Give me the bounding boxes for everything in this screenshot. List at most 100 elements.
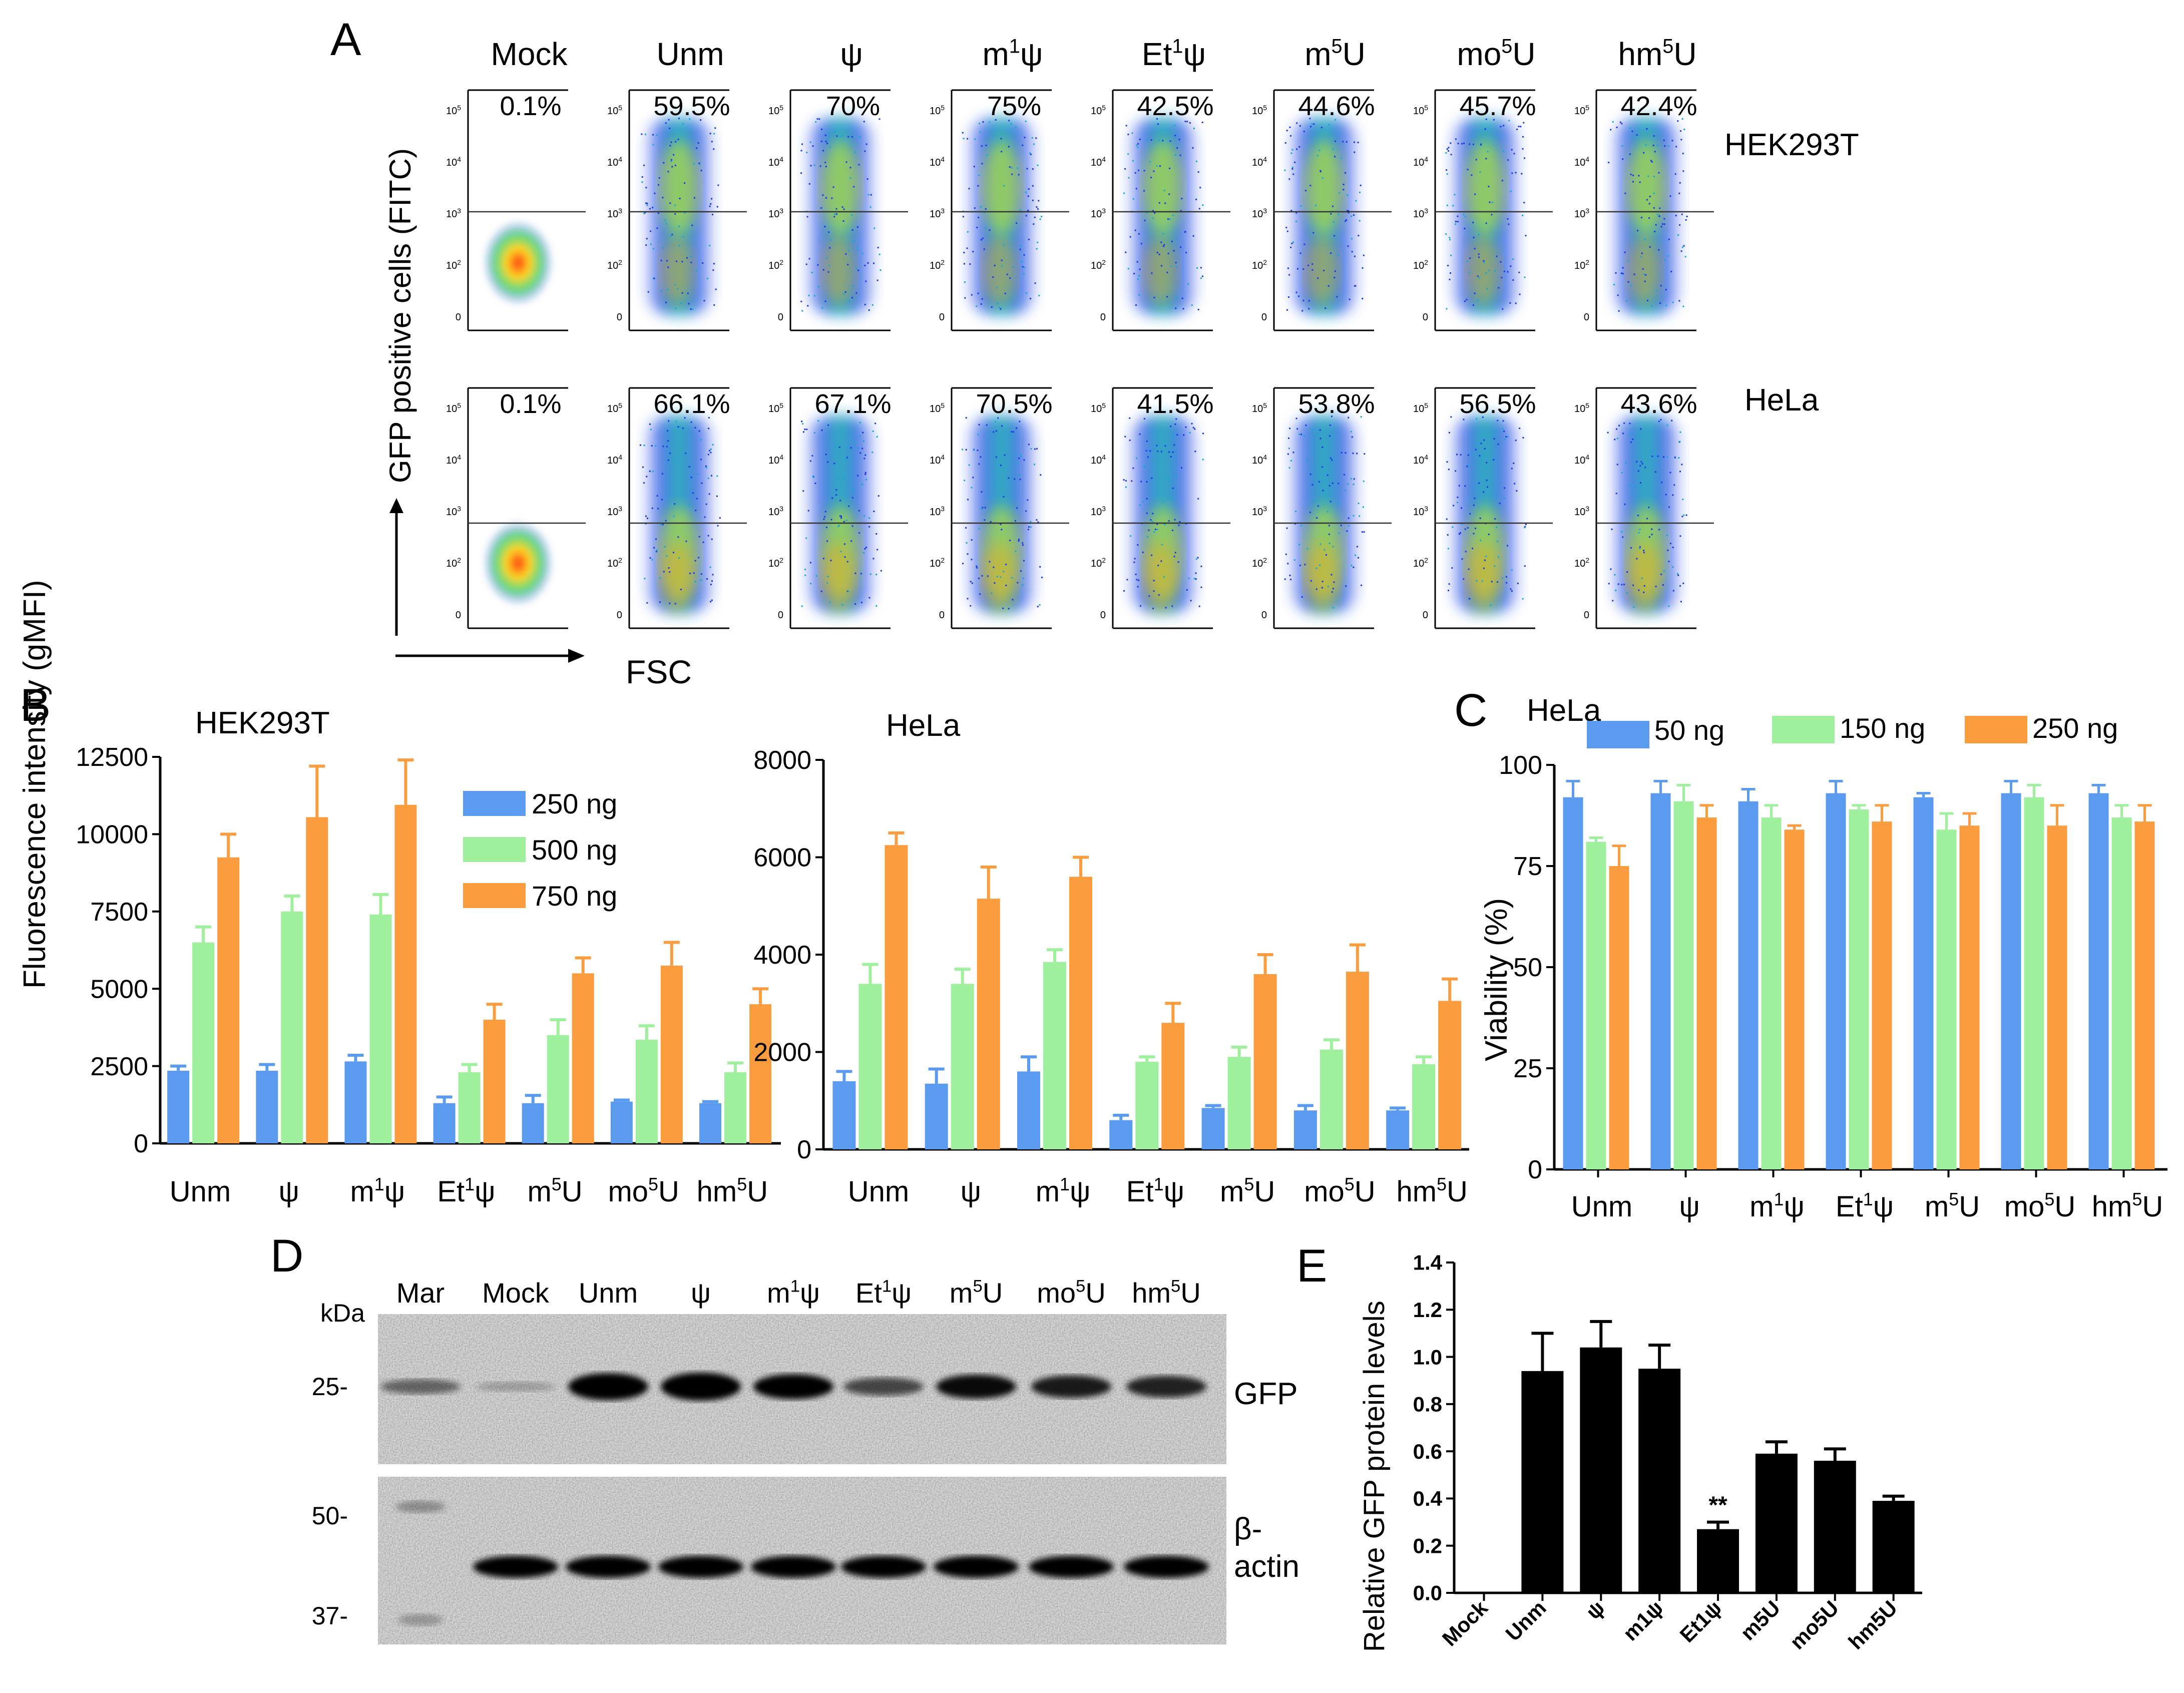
flow-gate-percent: 53.8% xyxy=(1298,389,1375,419)
flow-event-dot xyxy=(1475,417,1477,419)
flow-event-dot xyxy=(710,584,712,586)
flow-event-dot xyxy=(826,143,828,145)
flow-event-dot xyxy=(1617,583,1619,585)
flow-event-dot xyxy=(974,138,976,140)
flow-event-dot xyxy=(973,449,975,451)
bar xyxy=(1109,1120,1133,1149)
flow-event-dot xyxy=(976,227,978,229)
flow-event-dot xyxy=(1175,458,1177,460)
flow-event-dot xyxy=(710,203,712,205)
flow-event-dot xyxy=(1476,580,1478,582)
flow-event-dot xyxy=(1655,224,1657,226)
flow-event-dot xyxy=(1130,535,1132,537)
flow-event-dot xyxy=(1327,585,1329,587)
flow-event-dot xyxy=(1032,185,1034,187)
flow-event-dot xyxy=(1467,527,1469,529)
bar xyxy=(306,817,328,1143)
flow-event-dot xyxy=(1678,457,1680,459)
flow-event-dot xyxy=(1309,473,1312,475)
flow-gate-percent: 56.5% xyxy=(1459,389,1536,419)
flow-event-dot xyxy=(841,206,843,208)
flow-event-dot xyxy=(1501,577,1503,579)
flow-event-dot xyxy=(1524,527,1526,529)
flow-event-dot xyxy=(1296,122,1298,124)
flow-event-dot xyxy=(862,440,864,442)
flow-event-dot xyxy=(965,527,967,529)
flow-event-dot xyxy=(1139,138,1141,140)
flow-event-dot xyxy=(1452,205,1454,207)
flow-event-dot xyxy=(672,552,674,554)
flow-event-core xyxy=(659,140,699,235)
flow-event-dot xyxy=(1129,440,1131,442)
flow-event-dot xyxy=(1003,571,1005,573)
flow-event-dot xyxy=(847,264,849,266)
flow-event-dot xyxy=(837,526,839,528)
flow-event-dot xyxy=(1457,143,1459,145)
flow-event-dot xyxy=(708,416,710,418)
flow-event-dot xyxy=(867,262,869,264)
flow-event-dot xyxy=(808,258,810,260)
flow-event-dot xyxy=(1358,557,1360,559)
flow-event-dot xyxy=(1335,119,1337,121)
flow-event-dot xyxy=(668,420,670,422)
flow-event-dot xyxy=(675,420,677,422)
flow-event-dot xyxy=(1682,170,1684,172)
flow-event-dot xyxy=(840,135,842,137)
flow-event-dot xyxy=(1463,142,1465,144)
flow-event-dot xyxy=(1023,459,1025,461)
flow-event-dot xyxy=(1305,425,1307,427)
flow-event-dot xyxy=(677,426,679,428)
flow-event-dot xyxy=(1175,476,1177,478)
flow-event-dot xyxy=(1496,255,1498,257)
flow-event-dot xyxy=(802,490,804,492)
flow-event-dot xyxy=(655,551,657,553)
flow-event-dot xyxy=(989,229,991,231)
flow-event-dot xyxy=(1649,451,1651,453)
flow-event-dot xyxy=(1033,223,1035,225)
flow-event-dot xyxy=(1473,504,1475,506)
flow-event-dot xyxy=(1353,214,1355,216)
flow-event-dot xyxy=(1446,204,1448,206)
flow-event-dot xyxy=(700,170,702,172)
y-tick-label: 1.4 xyxy=(1413,1251,1443,1275)
flow-event-dot xyxy=(983,248,985,250)
flow-event-dot xyxy=(670,141,672,143)
flow-event-dot xyxy=(700,439,702,441)
flow-event-dot xyxy=(868,597,870,599)
flow-event-dot xyxy=(1025,215,1027,217)
flow-event-dot xyxy=(1347,245,1349,247)
flow-event-dot xyxy=(641,176,643,178)
flow-event-dot xyxy=(870,194,872,196)
flow-event-dot xyxy=(1622,433,1624,435)
x-tick-label: Unm xyxy=(1501,1596,1551,1645)
flow-event-dot xyxy=(847,590,849,592)
flow-event-dot xyxy=(1659,207,1661,209)
flow-event-dot xyxy=(689,118,691,120)
flow-event-dot xyxy=(646,602,648,604)
flow-event-dot xyxy=(714,127,716,129)
x-tick-label: m5U xyxy=(1220,1174,1275,1208)
flow-event-dot xyxy=(976,565,978,567)
bar xyxy=(2111,817,2132,1169)
flow-event-dot xyxy=(1132,467,1134,469)
flow-event-dot xyxy=(817,264,819,266)
flow-event-dot xyxy=(1175,307,1177,309)
flow-event-dot xyxy=(1158,253,1160,255)
flow-event-dot xyxy=(1505,576,1507,578)
flow-event-dot xyxy=(645,202,647,204)
flow-event-dot xyxy=(1610,568,1612,570)
flow-event-dot xyxy=(693,163,695,165)
flow-event-dot xyxy=(820,140,822,142)
flow-event-dot xyxy=(708,493,710,495)
flow-event-dot xyxy=(1614,574,1616,576)
flow-event-dot xyxy=(985,144,987,146)
x-tick-label: hm5U xyxy=(1396,1174,1467,1208)
flow-y-tick: 0 xyxy=(778,610,783,621)
flow-event-dot xyxy=(987,154,989,156)
flow-event-core-lower xyxy=(1627,235,1661,305)
flow-event-dot xyxy=(656,549,658,551)
flow-event-dot xyxy=(675,141,677,143)
flow-event-dot xyxy=(1125,486,1127,488)
flow-event-dot xyxy=(1023,254,1025,256)
flow-event-dot xyxy=(1037,241,1039,243)
